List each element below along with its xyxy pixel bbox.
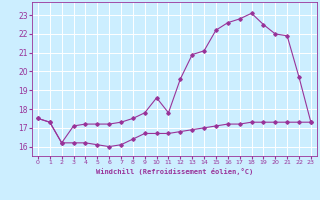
- X-axis label: Windchill (Refroidissement éolien,°C): Windchill (Refroidissement éolien,°C): [96, 168, 253, 175]
